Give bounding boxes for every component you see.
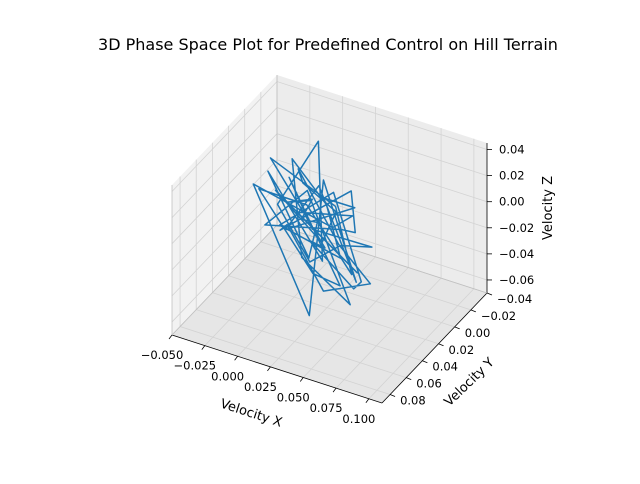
z-axis-label: Velocity Z [541,176,556,240]
z-tick-label: 0.00 [499,195,525,209]
y-tick [422,361,427,363]
z-tick-label: 0.04 [499,143,525,157]
y-tick-label: 0.02 [449,343,475,357]
y-tick [390,395,395,397]
x-tick [333,388,336,392]
y-tick-label: 0.04 [432,360,458,374]
x-tick-label: 0.100 [342,412,375,426]
x-tick-label: 0.050 [277,391,310,405]
x-tick-label: 0.000 [211,369,244,383]
y-tick-label: −0.04 [497,292,532,306]
y-tick-label: −0.02 [481,309,516,323]
z-tick-label: −0.04 [499,247,534,261]
y-tick-label: 0.06 [416,377,442,391]
y-tick [455,327,460,329]
y-tick [487,293,492,295]
z-tick-label: −0.02 [499,221,534,235]
y-tick [471,310,476,312]
y-tick [439,344,444,346]
z-tick-label: −0.06 [499,273,534,287]
z-tick-label: 0.02 [499,169,525,183]
x-tick [202,346,205,350]
x-axis-label: Velocity X [218,397,284,431]
y-tick-label: 0.00 [465,326,491,340]
chart-title: 3D Phase Space Plot for Predefined Contr… [98,35,558,54]
x-tick [267,367,270,371]
y-tick [406,378,411,380]
x-tick-label: 0.025 [244,380,277,394]
x-tick [366,399,369,403]
x-tick-label: 0.075 [310,401,343,415]
x-tick [300,378,303,382]
x-tick [235,356,238,360]
x-tick [169,335,172,339]
x-tick-label: −0.025 [174,359,217,373]
y-tick-label: 0.08 [400,394,426,408]
